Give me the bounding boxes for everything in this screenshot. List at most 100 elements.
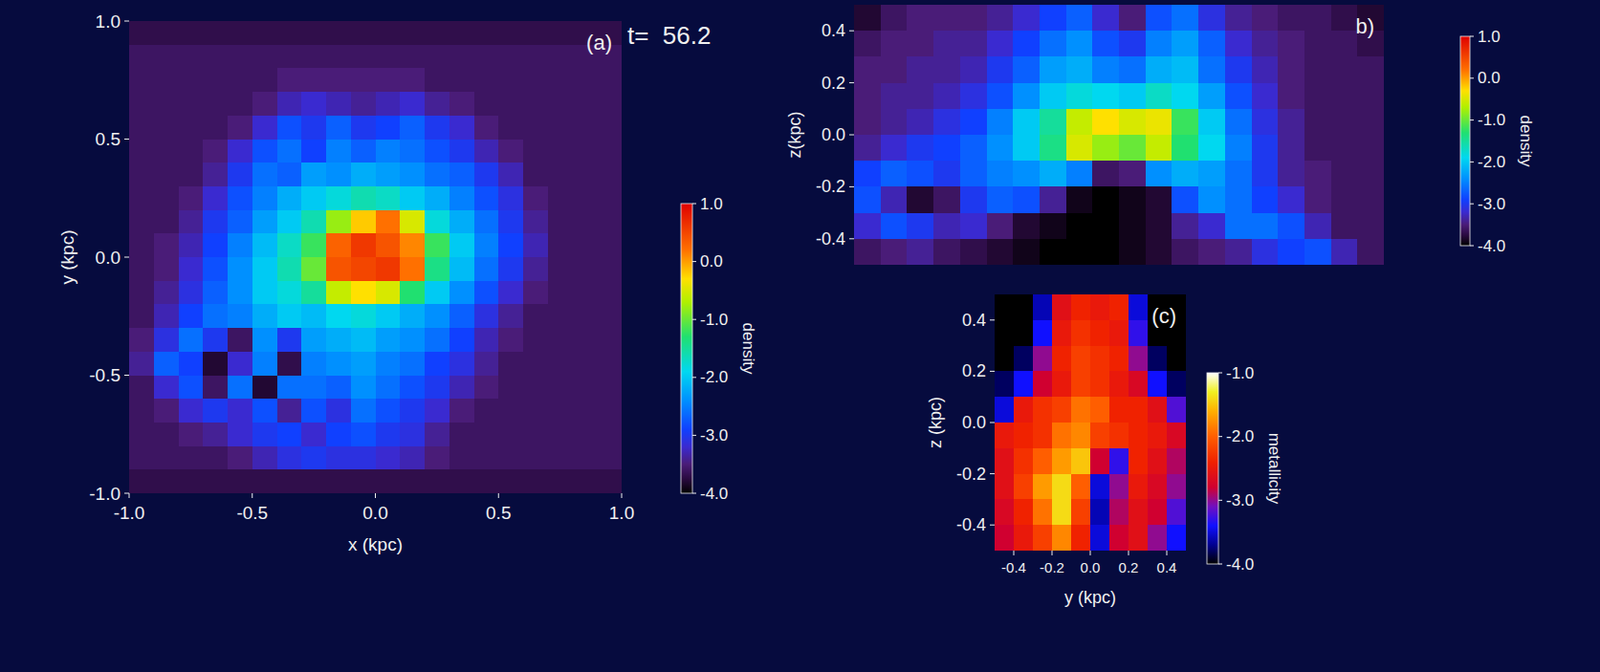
heatmap-cell — [326, 328, 351, 352]
x-tick — [498, 493, 500, 499]
heatmap-cell — [202, 422, 228, 447]
colorbar-tick-label: -4.0 — [1477, 237, 1506, 256]
heatmap-cell — [399, 233, 425, 258]
heatmap-cell — [153, 375, 179, 400]
heatmap-cell — [202, 44, 228, 69]
heatmap-cell — [1171, 4, 1199, 32]
heatmap-cell — [547, 328, 573, 352]
heatmap-cell — [523, 162, 548, 187]
heatmap-cell — [153, 469, 179, 494]
heatmap-cell — [1277, 134, 1305, 162]
heatmap-cell — [880, 109, 908, 136]
heatmap-cell — [129, 328, 154, 352]
heatmap-cell — [252, 469, 278, 494]
heatmap-cell — [301, 281, 327, 306]
heatmap-cell — [1145, 30, 1173, 58]
heatmap-cell — [474, 469, 500, 494]
heatmap-cell — [854, 4, 881, 32]
y-tick — [124, 138, 130, 140]
heatmap-cell — [399, 210, 425, 235]
heatmap-cell — [277, 162, 303, 187]
heatmap-cell — [1251, 83, 1279, 110]
heatmap-cell — [1118, 109, 1146, 136]
heatmap-cell — [498, 186, 524, 211]
heatmap-cell — [1198, 213, 1226, 241]
heatmap-cell — [933, 30, 961, 58]
heatmap-cells — [129, 21, 622, 494]
heatmap-cell — [498, 44, 524, 69]
heatmap-cell — [1357, 213, 1384, 241]
colorbar-tick-label: -2.0 — [1477, 153, 1506, 172]
heatmap-cell — [350, 446, 376, 471]
heatmap-cell — [449, 398, 475, 423]
heatmap-cell — [596, 398, 622, 423]
heatmap-cell — [474, 257, 500, 282]
heatmap-cell — [1032, 422, 1053, 449]
heatmap-cell — [523, 139, 548, 164]
heatmap-cell — [1013, 371, 1034, 397]
heatmap-cell — [1357, 134, 1384, 162]
heatmap-cell — [424, 91, 450, 116]
heatmap-cell — [1032, 499, 1053, 526]
heatmap-cell — [129, 162, 154, 187]
heatmap-cell — [178, 210, 204, 235]
heatmap-cell — [375, 304, 401, 329]
heatmap-cell — [277, 91, 303, 116]
heatmap-cell — [153, 233, 179, 258]
heatmap-cell — [252, 210, 278, 235]
heatmap-cell — [153, 281, 179, 306]
heatmap-cell — [1277, 30, 1305, 58]
heatmap-cell — [178, 375, 204, 400]
heatmap-cell — [1052, 499, 1073, 526]
heatmap-cell — [227, 21, 253, 45]
colorbar-tick — [692, 261, 697, 263]
heatmap-cell — [1092, 186, 1119, 214]
heatmap-cell — [375, 328, 401, 352]
heatmap-cell — [375, 91, 401, 116]
heatmap-cell — [301, 375, 327, 400]
heatmap-cell — [399, 186, 425, 211]
heatmap-cell — [1071, 422, 1092, 449]
heatmap-cell — [1071, 346, 1092, 373]
heatmap-cell — [301, 304, 327, 329]
heatmap-cell — [474, 186, 500, 211]
heatmap-cell — [1066, 30, 1094, 58]
heatmap-cell — [1331, 4, 1359, 32]
heatmap-cell — [596, 422, 622, 447]
heatmap-cell — [1066, 109, 1094, 136]
heatmap-cell — [178, 233, 204, 258]
heatmap-cell — [1198, 239, 1226, 265]
heatmap-cell — [202, 304, 228, 329]
heatmap-cell — [227, 257, 253, 282]
heatmap-cell — [1357, 160, 1384, 188]
heatmap-cell — [1277, 213, 1305, 241]
colorbar-title: density — [739, 323, 758, 375]
heatmap-cell — [326, 210, 351, 235]
heatmap-cell — [1277, 186, 1305, 214]
heatmap-cell — [1225, 30, 1252, 58]
heatmap-cell — [350, 210, 376, 235]
heatmap-cell — [994, 346, 1015, 373]
heatmap-cell — [326, 422, 351, 447]
heatmap-cell — [986, 4, 1014, 32]
heatmap-cell — [572, 115, 598, 140]
heatmap-cell — [252, 281, 278, 306]
heatmap-cell — [252, 233, 278, 258]
heatmap-cell — [547, 21, 573, 45]
heatmap-cell — [498, 257, 524, 282]
heatmap-cell — [252, 115, 278, 140]
heatmap-cell — [449, 44, 475, 69]
heatmap-cell — [350, 233, 376, 258]
heatmap-cell — [880, 30, 908, 58]
heatmap-cell — [449, 162, 475, 187]
x-tick-label: 1.0 — [609, 503, 635, 524]
heatmap-cell — [933, 186, 961, 214]
colorbar-tick-label: -3.0 — [1226, 491, 1254, 510]
heatmap-cell — [252, 21, 278, 45]
heatmap-cell — [474, 91, 500, 116]
heatmap-cell — [523, 351, 548, 376]
heatmap-cell — [350, 375, 376, 400]
heatmap-cell — [1145, 109, 1173, 136]
colorbar-tick — [692, 319, 697, 321]
heatmap-cell — [596, 67, 622, 92]
